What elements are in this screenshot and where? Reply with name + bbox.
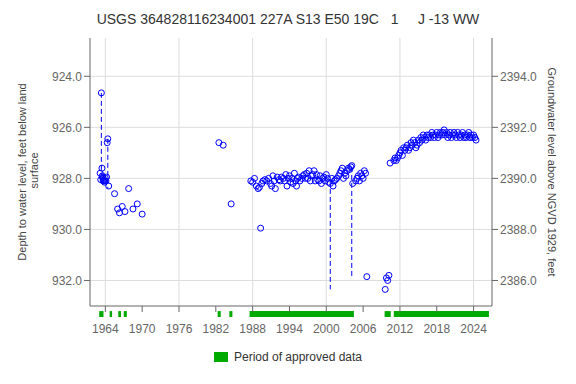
svg-text:2386.0: 2386.0 xyxy=(500,274,537,288)
svg-text:1964: 1964 xyxy=(92,322,119,336)
svg-text:2024: 2024 xyxy=(460,322,487,336)
svg-text:2392.0: 2392.0 xyxy=(500,121,537,135)
svg-text:Groundwater level above NGVD 1: Groundwater level above NGVD 1929, feet xyxy=(546,67,558,276)
html-text:Period of approved data: Period of approved data xyxy=(234,350,362,364)
svg-text:Depth to water level, feet bel: Depth to water level, feet below land su… xyxy=(16,83,40,260)
svg-text:1982: 1982 xyxy=(202,322,229,336)
svg-text:930.0: 930.0 xyxy=(52,223,82,237)
svg-text:1970: 1970 xyxy=(129,322,156,336)
svg-text:2388.0: 2388.0 xyxy=(500,223,537,237)
svg-text:1976: 1976 xyxy=(166,322,193,336)
svg-text:924.0: 924.0 xyxy=(52,70,82,84)
svg-text:928.0: 928.0 xyxy=(52,172,82,186)
svg-text:926.0: 926.0 xyxy=(52,121,82,135)
svg-text:2012: 2012 xyxy=(387,322,414,336)
svg-text:1994: 1994 xyxy=(276,322,303,336)
html-text:USGS 364828116234001 227A S13: USGS 364828116234001 227A S13 E50 19C 1 … xyxy=(96,11,480,27)
svg-text:2390.0: 2390.0 xyxy=(500,172,537,186)
svg-text:1988: 1988 xyxy=(239,322,266,336)
svg-text:932.0: 932.0 xyxy=(52,274,82,288)
svg-text:2000: 2000 xyxy=(313,322,340,336)
svg-text:2394.0: 2394.0 xyxy=(500,70,537,84)
svg-text:2006: 2006 xyxy=(350,322,377,336)
svg-text:2018: 2018 xyxy=(423,322,450,336)
